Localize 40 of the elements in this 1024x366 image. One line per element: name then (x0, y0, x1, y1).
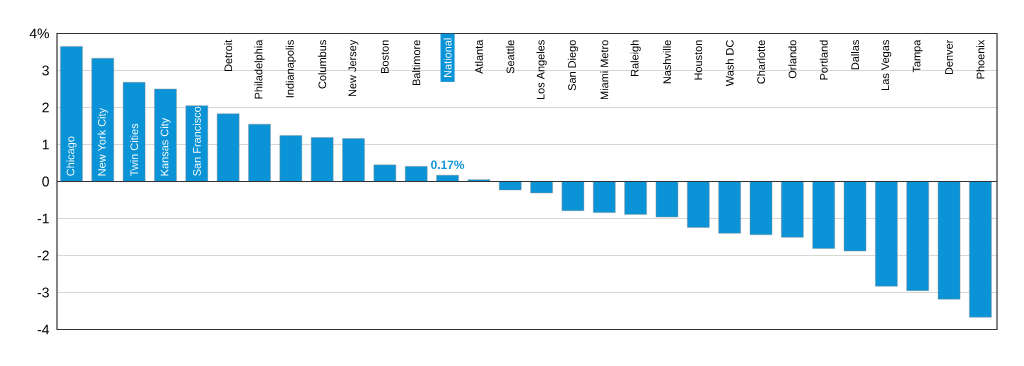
x-tick-label: Kansas City (160, 117, 171, 176)
x-tick-label: Los Angeles (536, 40, 547, 100)
x-tick-label: San Francisco (192, 106, 201, 176)
x-tick-label: New York City (97, 107, 108, 176)
x-tick-label: Chicago (66, 136, 77, 176)
y-tick-label: 0 (42, 176, 49, 187)
x-tick-label: Raleigh (630, 40, 641, 76)
x-tick-label: Philadelphia (254, 39, 265, 99)
x-tick-label: Las Vegas (881, 40, 892, 90)
y-tick-label: -2 (37, 250, 49, 261)
y-tick-label: -3 (37, 287, 49, 298)
x-tick-label: Houston (694, 40, 703, 80)
x-tick-label: Denver (945, 39, 953, 75)
x-tick-label: Boston (381, 40, 389, 73)
x-tick-label: Tampa (912, 39, 923, 73)
x-tick-label: Orlando (788, 40, 797, 79)
x-tick-label: National (443, 38, 452, 77)
y-tick-label: -4 (37, 324, 50, 335)
x-tick-label: Baltimore (412, 40, 421, 86)
y-tick-label: 1 (42, 139, 49, 150)
x-tick-label: Portland (819, 40, 828, 80)
x-tick-label: Detroit (224, 39, 233, 72)
x-tick-label: Seattle (506, 40, 515, 74)
y-tick-label: -1 (37, 213, 49, 224)
x-tick-label: Atlanta (474, 39, 483, 74)
x-tick-label: Phoenix (976, 39, 985, 79)
x-tick-label: Dallas (851, 40, 860, 70)
y-tick-label: 2 (42, 102, 49, 113)
y-tick-label: 3 (42, 65, 49, 76)
x-tick-label: New Jersey (348, 39, 359, 97)
x-tick-label: Miami Metro (600, 40, 609, 100)
x-tick-label: Indianapolis (285, 40, 296, 98)
y-tick-label: 4% (29, 28, 49, 39)
x-tick-label: Columbus (318, 40, 327, 89)
data-label: 0.17% (431, 160, 465, 169)
x-tick-label: Charlotte (756, 40, 766, 84)
x-tick-label: Nashville (662, 40, 671, 84)
x-tick-label: San Diego (567, 40, 579, 91)
x-tick-label: Wash DC (725, 40, 734, 87)
x-tick-label: Twin Cities (130, 123, 139, 177)
